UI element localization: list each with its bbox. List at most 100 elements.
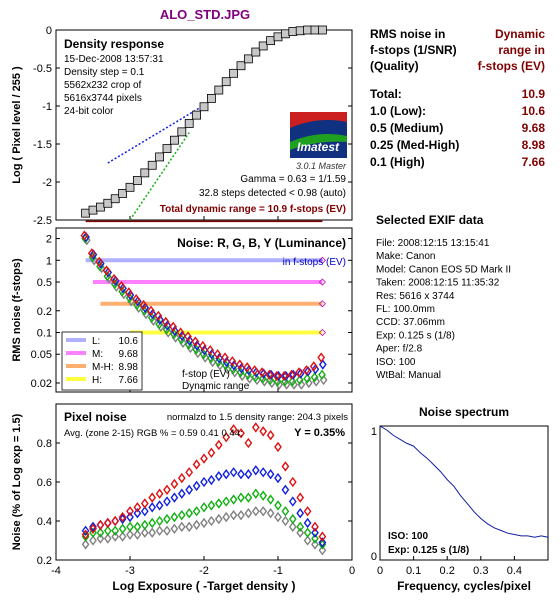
pixel-point-B [318,537,327,548]
pixel-point-R [148,492,157,503]
rms-row-value: 7.66 [522,155,546,169]
density-point [88,205,98,215]
rms-row-label: 0.1 (High) [370,155,425,169]
rms-point-B [133,296,142,307]
rms-point-Y [149,315,158,327]
exif-panel: Selected EXIF data File: 2008:12:15 13:1… [376,213,511,381]
pixel-point-G [200,502,208,513]
rms-point-R [295,367,303,378]
density-chart: 0 -0.5 -1 -1.5 -2 -2.5 Log ( Pixel level / 25… [11,25,353,227]
pixel-point-R [177,472,186,484]
rms-point-G [281,376,289,387]
pixel-point-Y [133,529,142,540]
rms-point-R [161,316,170,328]
pixel-point-B [214,470,223,482]
pixel-xtick-label: 0 [349,565,355,577]
pixel-ytick-label: 0.2 [37,555,52,567]
rms-point-R [250,365,259,376]
pixel-point-R [103,517,112,529]
rms-point-R [221,352,229,363]
legend-value: 9.68 [119,349,139,360]
pixel-point-B [303,517,312,529]
pixel-point-B [81,525,90,536]
rms-point-R [95,256,104,268]
rms-point-R [228,356,237,367]
density-point [125,182,135,192]
pixel-point-Y [281,515,290,527]
spectrum-xtick-label: 0.3 [473,565,488,577]
rms-point-B [111,275,120,286]
exif-line: File: 2008:12:15 13:15:41 [376,238,490,249]
rms-point-G [295,374,304,386]
density-point [243,54,253,64]
pixel-point-Y [177,521,186,533]
rms-ylabel: RMS noise (f-stops) [11,258,23,362]
pixel-point-B [163,496,171,507]
rms-point-R [139,299,148,311]
pixel-point-B [177,488,186,499]
pixel-xtick-label: -2 [199,565,209,577]
pixel-noise-chart: 0.2 0.4 0.6 0.8 -4 -3 -2 -1 0 Noise (% of Log ex… [11,403,355,593]
rms-header-2: (Quality) [370,59,419,73]
pixel-point-B [222,469,231,480]
rms-point-R [265,369,274,380]
rms-point-R [102,265,111,276]
pixel-point-B [244,469,253,480]
density-point [132,176,142,185]
pixel-point-B [170,492,179,503]
rms-point-B [244,365,253,376]
pixel-point-G [163,513,171,525]
rms-ytick-label: 1 [46,255,52,267]
rms-ytick-label: 0.2 [37,306,52,318]
pixel-point-Y [148,527,157,538]
pixel-point-Y [111,531,120,542]
density-ytick-label: -2.5 [33,215,52,227]
pixel-point-R [214,439,223,451]
pixel-point-G [237,492,245,503]
density-point [147,160,157,170]
pixel-point-R [207,447,216,458]
rms-point-Y [230,367,239,378]
rms-point-R [280,370,289,382]
rms-point-Y [90,255,99,266]
version-label: 3.0.1 Master [296,161,347,171]
rms-point-Y [186,342,195,354]
density-point [192,110,202,120]
rms-point-G [318,369,326,380]
rms-ytick-label: 0.02 [31,378,52,390]
rms-point-R [191,336,200,347]
pixel-point-R [81,529,90,540]
pixel-point-R [126,506,134,517]
density-point [155,152,165,162]
rms-point-Y [105,273,113,284]
rms-point-Y [260,376,269,387]
density-point [96,202,105,212]
pixel-point-G [89,527,97,538]
rms-point-G [310,372,319,383]
pixel-point-R [96,519,105,531]
pixel-point-G [244,492,253,503]
threshold-marker [318,328,326,337]
density-point [221,77,231,87]
legend-key: M-H: [92,362,114,373]
density-ytick-label: -1.5 [33,139,52,151]
pixel-point-G [111,525,120,536]
pixel-point-G [192,506,201,517]
rms-point-R [309,361,318,372]
pixel-point-R [296,492,305,503]
rms-point-Y [156,321,165,332]
pixel-point-R [111,515,120,527]
density-point [273,32,283,42]
density-point [103,198,113,208]
pixel-point-Y [103,533,112,544]
rms-row-value: 9.68 [522,121,546,135]
pixel-point-B [281,484,290,495]
pixel-point-Y [303,535,312,546]
pixel-point-B [237,469,245,480]
pixel-point-G [126,521,134,533]
density-point [177,127,187,137]
spectrum-xtick-label: 0.2 [440,565,455,577]
density-point [199,102,209,112]
pixel-point-R [192,459,201,470]
ev-label: in f-stops (EV) [283,257,346,268]
